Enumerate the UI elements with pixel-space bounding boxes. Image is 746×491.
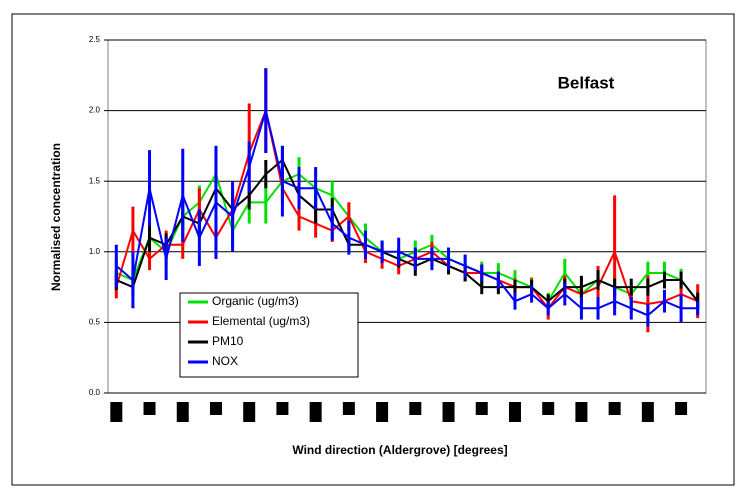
x-tick-glyph [276, 402, 289, 415]
chart-title: Belfast [558, 73, 615, 92]
y-axis-label: Normalised concentration [49, 143, 63, 291]
x-tick-glyph [608, 402, 621, 415]
x-tick-glyph [209, 402, 222, 415]
x-tick-glyph [409, 402, 422, 415]
x-tick-glyph [675, 402, 688, 415]
y-tick-label: 2.0 [89, 106, 101, 115]
x-tick-glyph [542, 402, 555, 415]
x-tick-glyph [110, 402, 123, 422]
x-axis-label: Wind direction (Aldergrove) [degrees] [292, 443, 507, 457]
x-tick-glyph [508, 402, 521, 422]
legend-box [179, 292, 359, 378]
y-tick-label: 0.5 [89, 318, 101, 327]
x-tick-glyph [575, 402, 588, 422]
legend-label: Elemental (ug/m3) [212, 314, 310, 328]
x-tick-glyph [475, 402, 488, 415]
x-tick-glyph [309, 402, 322, 422]
y-tick-label: 0.0 [89, 388, 101, 397]
y-tick-label: 2.5 [89, 35, 101, 44]
x-tick-glyph [243, 402, 256, 422]
legend-label: Organic (ug/m3) [212, 294, 299, 308]
series-line [115, 106, 698, 317]
legend-label: PM10 [212, 334, 244, 348]
y-tick-label: 1.5 [89, 176, 101, 185]
series-line [115, 158, 699, 303]
x-tick-glyph [376, 402, 389, 422]
x-tick-glyph [641, 402, 654, 422]
y-tick-label: 1.0 [89, 247, 101, 256]
legend-label: NOX [212, 354, 238, 368]
x-tick-glyph [176, 402, 189, 422]
series [114, 68, 700, 327]
x-tick-glyph [143, 402, 156, 415]
x-tick-glyph [342, 402, 355, 415]
x-tick-glyph [442, 402, 455, 422]
